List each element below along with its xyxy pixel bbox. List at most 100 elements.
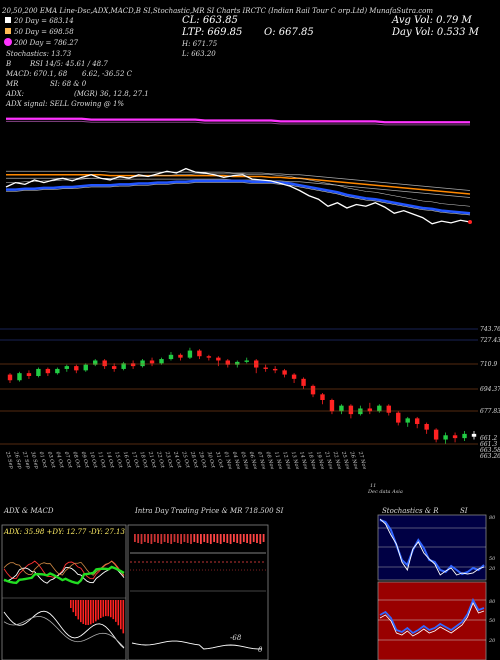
candle-body [462,433,467,439]
price-label: 743.76 [480,326,500,333]
candle-body [83,364,88,371]
intraday-bar [236,534,239,543]
intraday-value: -68 [230,634,242,642]
intraday-bar [157,534,159,543]
candle-body [291,374,297,379]
date-label: 27 Nov [357,450,368,470]
date-label: 22 Nov [331,450,342,470]
intraday-bar [183,534,186,542]
date-label: 25 Oct [180,450,191,470]
candle-body [121,363,126,369]
date-label: 04 Oct [54,451,64,470]
macd-bar [80,600,82,623]
low-label: L: 663.20 [181,50,216,58]
rsi-lines [379,597,485,637]
ema50-line [6,173,471,195]
candle-body [244,360,249,362]
macd-bar [107,600,110,617]
macd-label: MACD: 670.1, 68 [5,70,68,78]
macd-bar [72,600,75,613]
candle-body [367,408,373,412]
date-label: 04 Nov [231,451,242,470]
rsi-line [379,597,485,635]
adx-label: ADX: [5,90,24,98]
rsi-label: RSI 14/5: 45.61 / 48.7 [29,60,108,68]
stoch-title2: SI [460,507,468,515]
date-label: 15 Oct [113,451,123,470]
candle-body [55,368,60,374]
intraday-bar [206,534,209,543]
candle-body [301,378,306,386]
date-label: 25 Nov [340,450,351,470]
candle-body [282,370,287,375]
macd-bar [75,600,77,617]
adx-panel-title: ADX & MACD [3,507,54,515]
cl-label: CL: 663.85 [182,15,238,26]
intraday-bar [180,534,182,544]
intraday-bar [242,534,245,542]
macd-bar [122,600,125,634]
ema20-line [6,179,471,215]
candle-body [433,429,439,440]
candle-body [225,360,230,365]
ema20-swatch [5,17,11,23]
candle-body [263,367,268,369]
stoch-panel: Stochastics & R SI 80 50 20 80 50 20 [377,507,496,660]
rsi-tick-20: 20 [488,638,496,644]
date-label: 28 Oct [189,450,200,470]
date-label: 10 Oct [88,451,98,470]
intraday-bar [200,534,202,544]
intraday-bar [170,534,173,544]
price-grid [0,328,478,445]
price-label: 694.37 [480,386,500,393]
macd2-label: 6.62, -36.52 C [82,70,133,78]
macd-bar [70,600,72,608]
candle-body [26,373,32,376]
adx-lines [3,560,125,585]
intraday-bar [176,534,179,543]
avg-vol-label: Avg Vol: 0.79 M [391,15,473,26]
intraday-bar [226,534,229,543]
ema200-label: 200 Day = 786.27 [13,39,79,47]
intraday-bar [163,534,166,542]
di-plus-line [3,560,125,576]
intraday-bar [203,534,206,542]
date-label: 17 Oct [130,451,140,470]
adx-line [3,566,125,584]
date-label: 16 Oct [122,451,132,470]
rsi-tick-80: 80 [489,599,496,605]
ema50-label: 50 Day = 698.58 [14,28,74,36]
candle-body [36,368,41,376]
intraday-bar [219,534,222,544]
candle-body [64,366,70,369]
price-label: 727.43 [480,337,500,344]
candle-body [272,368,278,371]
price-label: 661.2 [480,435,497,442]
candle-body [348,405,354,415]
intraday-bar [153,534,156,542]
intraday-bar [239,534,242,544]
intraday-bar [246,534,248,543]
macd-bar [97,600,100,620]
macd-bar [87,600,90,626]
intraday-panel: Intra Day Trading Price & MR 718.500 SI … [127,507,284,660]
macd-bar [95,600,97,622]
candle-body [339,405,344,412]
intraday-bar [262,534,265,542]
date-label: 26 Sep [12,450,23,470]
intraday-bar [137,534,140,543]
date-label: 21 Oct [147,450,158,470]
ema50-band [6,170,471,191]
price-label: 710.9 [480,361,497,368]
price-label: 677.83 [480,408,500,415]
intraday-bar [150,534,153,544]
adx-panel-values: ADX: 35.98 +DY: 12.77 -DY: 27.13 [3,528,125,536]
intraday-bar [233,534,235,542]
intraday-bar [160,534,163,544]
adx-trend-line [3,565,125,585]
date-label: 21 Nov [323,450,334,470]
candle-body [424,424,429,430]
footer-sec: 11 [370,483,376,489]
candle-body [149,360,155,364]
date-label: 07 Nov [256,451,267,470]
